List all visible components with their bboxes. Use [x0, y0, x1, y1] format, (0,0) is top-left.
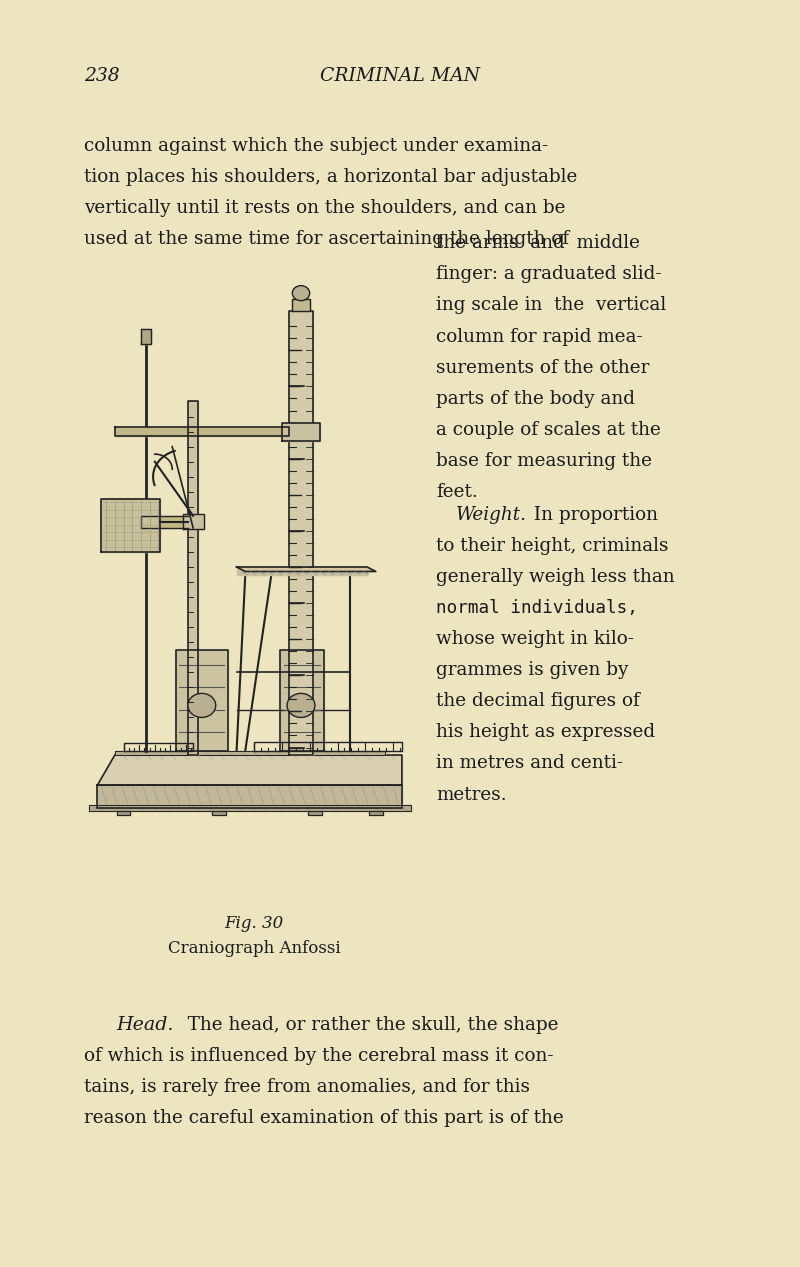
Text: whose weight in kilo-: whose weight in kilo- [436, 630, 634, 649]
Polygon shape [115, 427, 289, 436]
Text: metres.: metres. [436, 786, 506, 803]
Polygon shape [237, 566, 367, 574]
Circle shape [292, 285, 310, 300]
Text: Weight.: Weight. [456, 506, 527, 525]
Text: the arms  and  middle: the arms and middle [436, 234, 640, 252]
Polygon shape [176, 650, 228, 750]
Text: reason the careful examination of this part is of the: reason the careful examination of this p… [84, 1110, 564, 1128]
Text: grammes is given by: grammes is given by [436, 661, 628, 679]
Text: base for measuring the: base for measuring the [436, 451, 652, 470]
Circle shape [188, 693, 216, 717]
Polygon shape [280, 650, 323, 750]
Polygon shape [182, 514, 203, 530]
Polygon shape [212, 811, 226, 815]
Text: his height as expressed: his height as expressed [436, 723, 655, 741]
Polygon shape [289, 312, 313, 755]
Polygon shape [98, 786, 402, 808]
Text: tion places his shoulders, a horizontal bar adjustable: tion places his shoulders, a horizontal … [84, 167, 578, 186]
Text: feet.: feet. [436, 483, 478, 500]
Polygon shape [98, 755, 402, 786]
Polygon shape [101, 499, 160, 552]
Text: the decimal figures of: the decimal figures of [436, 692, 640, 711]
Text: tains, is rarely free from anomalies, and for this: tains, is rarely free from anomalies, an… [84, 1078, 530, 1096]
Text: The head, or rather the skull, the shape: The head, or rather the skull, the shape [176, 1016, 558, 1034]
Text: Craniograph Anfossi: Craniograph Anfossi [168, 940, 340, 957]
Text: generally weigh less than: generally weigh less than [436, 568, 674, 587]
Polygon shape [117, 811, 130, 815]
Text: parts of the body and: parts of the body and [436, 389, 635, 408]
Text: normal individuals,: normal individuals, [436, 599, 638, 617]
Text: column for rapid mea-: column for rapid mea- [436, 327, 642, 346]
Text: CRIMINAL MAN: CRIMINAL MAN [320, 67, 480, 85]
Polygon shape [282, 422, 320, 441]
Polygon shape [369, 811, 382, 815]
Polygon shape [141, 516, 188, 528]
Text: Head.: Head. [116, 1016, 174, 1034]
Polygon shape [237, 566, 376, 571]
Circle shape [287, 693, 315, 717]
Polygon shape [308, 811, 322, 815]
Text: used at the same time for ascertaining the length of: used at the same time for ascertaining t… [84, 229, 569, 248]
Text: of which is influenced by the cerebral mass it con-: of which is influenced by the cerebral m… [84, 1047, 554, 1066]
Polygon shape [188, 402, 198, 755]
Text: a couple of scales at the: a couple of scales at the [436, 421, 661, 438]
Polygon shape [89, 805, 410, 811]
Text: vertically until it rests on the shoulders, and can be: vertically until it rests on the shoulde… [84, 199, 566, 217]
Polygon shape [141, 329, 151, 345]
Text: in metres and centi-: in metres and centi- [436, 754, 623, 773]
Text: Fig. 30: Fig. 30 [224, 915, 284, 931]
Text: ing scale in  the  vertical: ing scale in the vertical [436, 296, 666, 314]
Text: 238: 238 [84, 67, 120, 85]
Text: surements of the other: surements of the other [436, 359, 650, 376]
Text: finger: a graduated slid-: finger: a graduated slid- [436, 265, 662, 284]
Text: to their height, criminals: to their height, criminals [436, 537, 669, 555]
Text: column against which the subject under examina-: column against which the subject under e… [84, 137, 548, 155]
Text: In proportion: In proportion [522, 506, 658, 525]
Polygon shape [115, 750, 385, 755]
Polygon shape [292, 299, 310, 312]
